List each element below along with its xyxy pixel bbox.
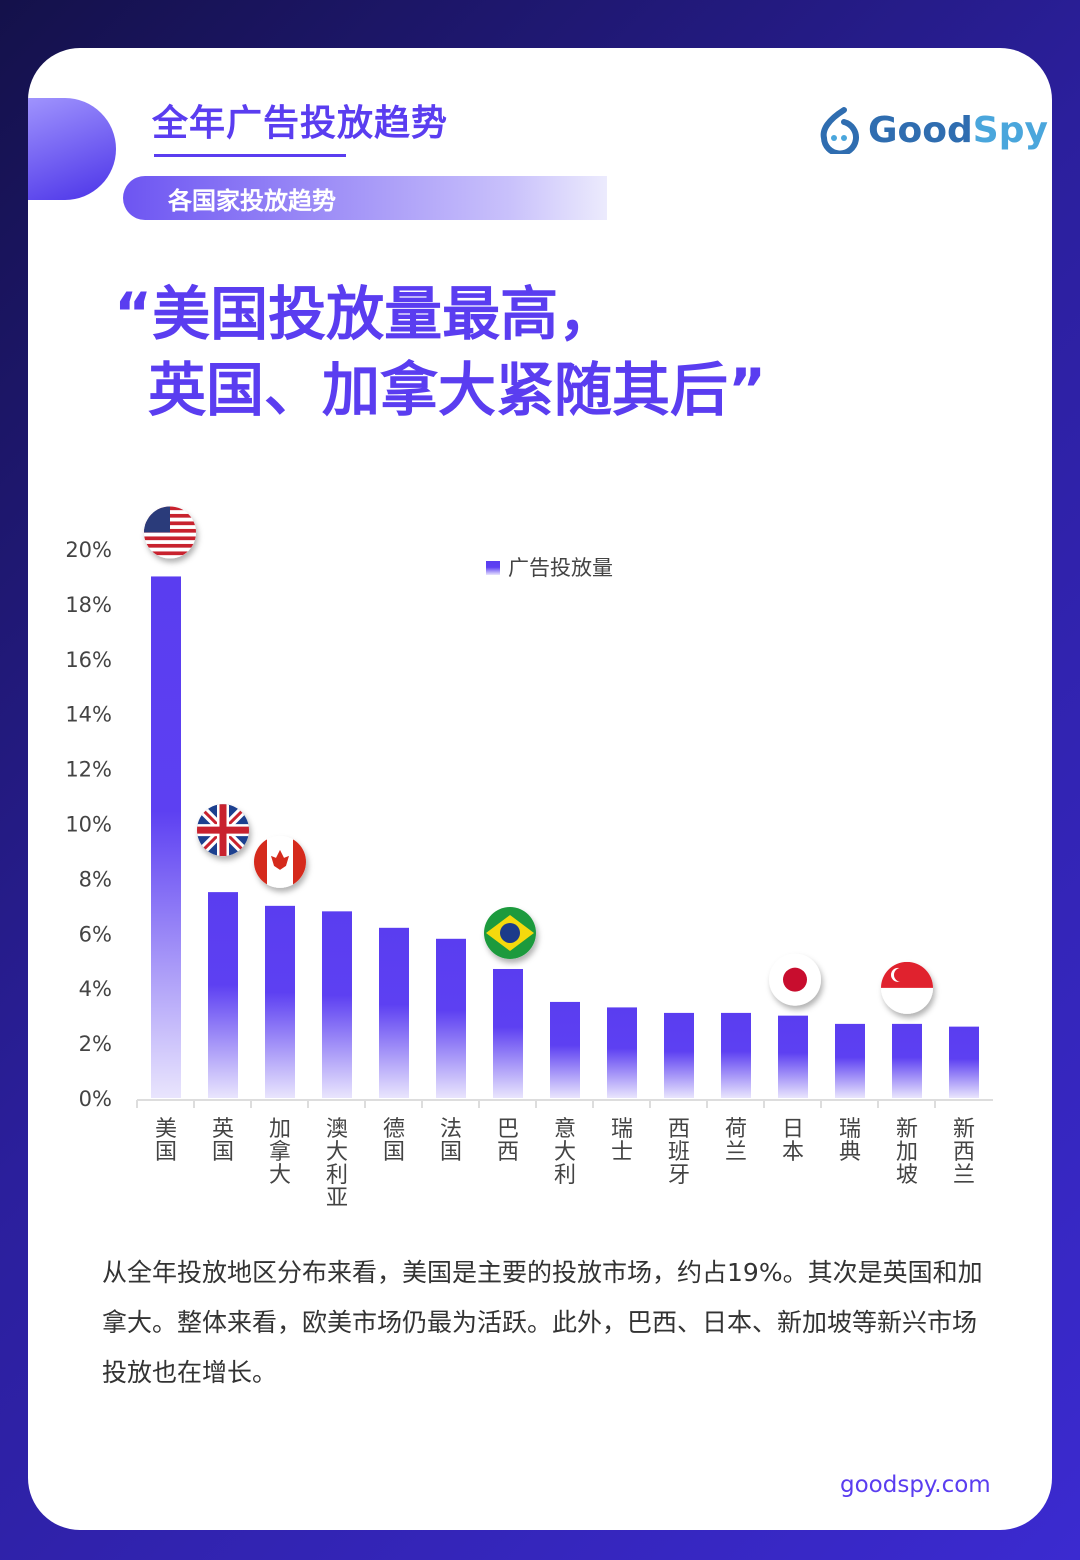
- x-tick-label: 巴西: [497, 1117, 519, 1165]
- y-tick-label: 0%: [79, 1087, 112, 1111]
- x-tick-label: 瑞典: [839, 1117, 861, 1165]
- y-tick-label: 10%: [65, 813, 112, 837]
- x-tick-label: 意大利: [554, 1117, 576, 1188]
- page-title: 全年广告投放趋势: [152, 103, 449, 144]
- bar-法国: [436, 938, 466, 1098]
- japan-flag-icon: [769, 953, 821, 1006]
- y-tick-label: 16%: [65, 648, 112, 672]
- x-tick-label: 法国: [440, 1117, 462, 1165]
- y-tick-label: 2%: [79, 1032, 112, 1056]
- y-tick-label: 18%: [65, 593, 112, 617]
- description-text: 从全年投放地区分布来看，美国是主要的投放市场，约占19%。其次是英国和加拿大。整…: [102, 1258, 983, 1387]
- bar-英国: [208, 892, 238, 1098]
- bar-新西兰: [949, 1026, 979, 1098]
- y-tick-label: 6%: [79, 922, 112, 946]
- goodspy-logo: GoodSpy: [818, 106, 1048, 154]
- bar-新加坡: [892, 1023, 922, 1098]
- brazil-flag-icon: [484, 906, 536, 959]
- y-tick-label: 14%: [65, 703, 112, 727]
- x-tick-label: 西班牙: [668, 1117, 690, 1188]
- headline-line-2: 英国、加拿大紧随其后”: [148, 356, 767, 424]
- uk-flag-icon: [197, 804, 249, 857]
- bar-澳大利亚: [322, 911, 352, 1098]
- bar-瑞士: [607, 1007, 637, 1098]
- legend-label: 广告投放量: [508, 556, 613, 580]
- x-tick-label: 日本: [782, 1117, 804, 1165]
- y-tick-label: 4%: [79, 977, 112, 1001]
- section-subtitle: 各国家投放趋势: [168, 187, 336, 215]
- y-tick-label: 20%: [65, 538, 112, 562]
- legend-swatch: [486, 561, 500, 575]
- goodspy-logo-icon: [820, 107, 859, 154]
- singapore-flag-icon: [881, 961, 933, 1014]
- bar-日本: [778, 1015, 808, 1098]
- bar-德国: [379, 927, 409, 1098]
- footer-link[interactable]: goodspy.com: [840, 1472, 991, 1498]
- headline: “美国投放量最高， 英国、加拿大紧随其后”: [114, 276, 766, 428]
- canada-flag-icon: [254, 835, 306, 888]
- x-tick-label: 新西兰: [953, 1117, 975, 1188]
- decorative-orb: [28, 98, 116, 200]
- x-tick-label: 新加坡: [896, 1117, 918, 1188]
- y-tick-label: 12%: [65, 758, 112, 782]
- bar-西班牙: [664, 1012, 694, 1098]
- headline-line-1: “美国投放量最高，: [114, 280, 617, 348]
- x-tick-label: 德国: [383, 1117, 405, 1165]
- us-flag-icon: [144, 506, 196, 559]
- bar-加拿大: [265, 905, 295, 1098]
- title-underline: [154, 154, 346, 157]
- y-tick-label: 8%: [79, 867, 112, 891]
- logo-text: GoodSpy: [868, 109, 1048, 151]
- bar-巴西: [493, 968, 523, 1098]
- bar-美国: [151, 576, 181, 1098]
- bar-瑞典: [835, 1023, 865, 1098]
- x-tick-label: 加拿大: [269, 1117, 291, 1188]
- bar-荷兰: [721, 1012, 751, 1098]
- x-tick-label: 美国: [155, 1117, 177, 1165]
- x-tick-label: 瑞士: [611, 1117, 633, 1165]
- subtitle-band: [123, 176, 607, 220]
- bar-意大利: [550, 1001, 580, 1098]
- x-tick-label: 澳大利亚: [326, 1117, 348, 1211]
- content-card: 全年广告投放趋势 各国家投放趋势 GoodSpy “美国投放量最高， 英国、加拿…: [28, 48, 1052, 1530]
- x-tick-label: 荷兰: [725, 1117, 747, 1165]
- x-tick-label: 英国: [212, 1117, 234, 1165]
